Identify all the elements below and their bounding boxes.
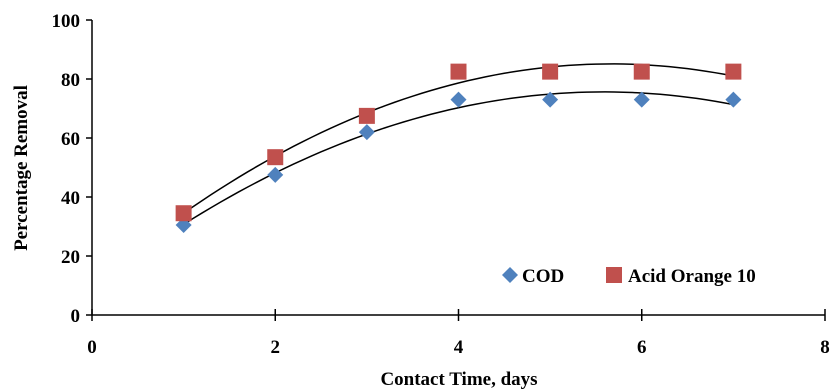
marker-layer [175,63,742,234]
trendline-acid-orange-10 [183,63,734,214]
x-tick-label-8: 8 [820,337,830,358]
point-acid-orange-10-7 [725,63,742,80]
trendline-layer [183,63,734,225]
x-axis-title: Contact Time, days [380,369,537,390]
y-tick-label-100: 100 [52,11,81,32]
point-cod-5 [542,91,559,108]
point-acid-orange-10-2 [267,149,284,166]
legend-label-acid-orange-10: Acid Orange 10 [628,266,756,287]
legend-marker-acid-orange-10 [606,267,622,283]
legend: COD Acid Orange 10 [493,258,783,288]
point-cod-7 [725,91,742,108]
legend-label-cod: COD [522,266,564,287]
trendline-cod [183,91,734,225]
x-tick-label-2: 2 [271,337,281,358]
y-tick-label-40: 40 [61,188,80,209]
y-tick-label-80: 80 [61,70,80,91]
legend-marker-cod [502,267,518,283]
point-acid-orange-10-4 [450,63,467,80]
point-cod-2 [267,166,284,183]
y-tick-label-0: 0 [71,306,81,327]
point-acid-orange-10-5 [542,63,559,80]
point-cod-6 [633,91,650,108]
point-cod-3 [358,124,375,141]
point-acid-orange-10-6 [633,63,650,80]
x-tick-label-6: 6 [637,337,647,358]
point-acid-orange-10-1 [175,205,192,222]
point-acid-orange-10-3 [358,107,375,124]
legend-background [493,258,783,288]
point-cod-4 [450,91,467,108]
y-axis-title: Percentage Removal [11,85,32,251]
x-tick-label-0: 0 [87,337,97,358]
x-tick-label-4: 4 [454,337,464,358]
y-tick-label-20: 20 [61,247,80,268]
y-tick-label-60: 60 [61,129,80,150]
